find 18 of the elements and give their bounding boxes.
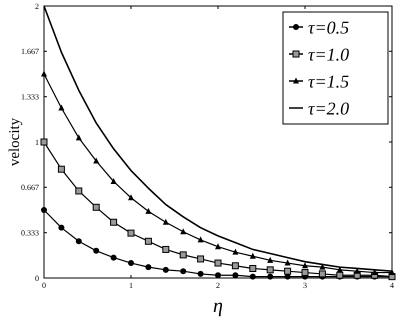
- y-tick-label: 1: [35, 138, 39, 147]
- y-tick-label: 0.667: [21, 183, 39, 192]
- x-tick-label: 2: [216, 281, 220, 290]
- x-tick-label: 4: [390, 281, 394, 290]
- legend-label: τ=2.0: [308, 98, 350, 118]
- y-tick-label: 0: [35, 274, 39, 283]
- x-tick-label: 0: [42, 281, 46, 290]
- legend-label: τ=0.5: [308, 17, 350, 38]
- legend-label: τ=1.5: [308, 71, 350, 92]
- x-tick-label: 3: [303, 281, 307, 290]
- y-tick-label: 1.667: [21, 47, 39, 56]
- legend-label: τ=1.0: [308, 44, 350, 64]
- x-tick-label: 1: [129, 281, 133, 290]
- y-tick-label: 1.333: [21, 92, 39, 102]
- x-axis-title: η: [213, 295, 224, 317]
- y-tick-label: 2: [35, 2, 39, 11]
- y-axis-title: velocity: [7, 117, 23, 166]
- y-tick-label: 0.333: [21, 228, 39, 238]
